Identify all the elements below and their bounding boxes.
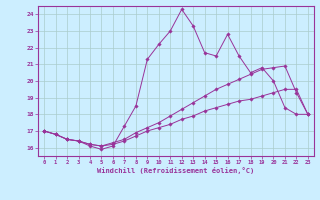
X-axis label: Windchill (Refroidissement éolien,°C): Windchill (Refroidissement éolien,°C): [97, 167, 255, 174]
